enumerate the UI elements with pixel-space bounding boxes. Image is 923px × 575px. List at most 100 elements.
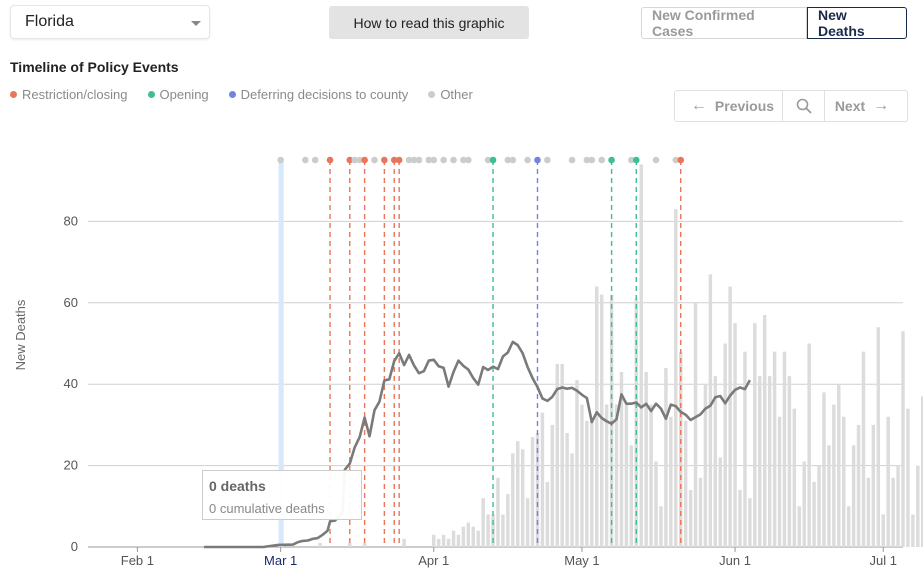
chevron-down-icon	[191, 21, 201, 26]
bar	[921, 396, 923, 547]
hover-tooltip: 0 deaths 0 cumulative deaths	[202, 470, 362, 520]
bar	[866, 477, 871, 547]
bar	[446, 538, 451, 547]
event-dot	[509, 156, 517, 164]
policy-events	[277, 156, 685, 547]
y-tick-label: 0	[71, 539, 78, 554]
bar	[886, 416, 890, 547]
bar	[604, 404, 609, 547]
bar	[718, 457, 722, 547]
event-dot	[425, 156, 433, 164]
bar	[812, 481, 816, 547]
tooltip-title: 0 deaths	[209, 478, 266, 494]
how-to-read-button[interactable]: How to read this graphic	[329, 6, 529, 39]
bar	[654, 461, 658, 547]
event-dot	[534, 156, 541, 164]
bar	[728, 286, 732, 547]
bar	[916, 465, 920, 547]
legend-item-deferring[interactable]: Deferring decisions to county	[228, 87, 409, 102]
x-axis: Feb 1 Mar 1 Apr 1 May 1 Jun 1 Jul 1	[121, 547, 897, 568]
event-dot	[302, 156, 309, 164]
event-dot	[381, 156, 388, 164]
bar	[861, 351, 866, 547]
legend-item-opening[interactable]: Opening	[147, 87, 209, 102]
legend-label: Restriction/closing	[22, 87, 128, 102]
bar	[466, 522, 471, 547]
event-dot	[410, 156, 418, 164]
legend-label: Deferring decisions to county	[240, 87, 409, 102]
bar	[481, 498, 485, 547]
event-dot	[504, 156, 512, 164]
next-label: Next	[834, 98, 866, 114]
restriction-dot-icon	[10, 91, 17, 98]
bar	[555, 363, 559, 547]
bar	[436, 538, 441, 547]
state-select-value: Florida	[25, 13, 74, 30]
bar	[703, 384, 708, 547]
x-tick-label: May 1	[564, 553, 599, 568]
event-dot	[405, 156, 413, 164]
previous-button[interactable]: ← Previous	[675, 91, 783, 121]
event-dot	[395, 156, 403, 164]
bar	[837, 384, 841, 547]
event-dot	[460, 156, 467, 164]
legend-item-restriction[interactable]: Restriction/closing	[10, 87, 128, 102]
selected-day-band	[278, 158, 284, 547]
event-dot	[632, 156, 640, 164]
bar	[846, 506, 851, 547]
bar	[441, 534, 446, 547]
event-dot	[608, 156, 615, 164]
bar	[619, 371, 624, 547]
bar	[787, 376, 792, 547]
event-dot	[465, 156, 472, 164]
bar	[535, 433, 540, 547]
state-select[interactable]: Florida	[10, 5, 210, 39]
x-tick-label: Jun 1	[719, 553, 751, 568]
event-dot	[351, 156, 359, 164]
other-dot-icon	[428, 91, 436, 98]
bar	[753, 323, 757, 547]
bar	[580, 404, 584, 547]
bar	[599, 294, 604, 547]
opening-dot-icon	[147, 91, 155, 98]
bar	[456, 534, 461, 547]
event-dot	[598, 156, 605, 164]
bar	[841, 416, 846, 547]
event-dot	[311, 156, 319, 164]
bar	[362, 542, 367, 547]
timeline-legend: Restriction/closing Opening Deferring de…	[10, 87, 493, 102]
tooltip-subtitle: 0 cumulative deaths	[209, 501, 325, 516]
event-dot	[568, 156, 576, 164]
event-dot	[672, 156, 680, 164]
bar	[777, 416, 782, 547]
tab-new-deaths[interactable]: New Deaths	[807, 7, 907, 39]
event-dot	[588, 156, 596, 164]
search-button[interactable]	[783, 91, 825, 121]
bar	[698, 477, 703, 547]
bar	[827, 445, 831, 547]
event-dot	[544, 156, 551, 164]
y-axis: 0 20 40 60 80	[64, 213, 78, 554]
x-tick-label: Feb 1	[121, 553, 154, 568]
bars	[318, 164, 923, 548]
legend-item-other[interactable]: Other	[428, 87, 473, 102]
bar	[451, 530, 456, 547]
bar	[501, 514, 505, 547]
tab-new-confirmed-cases[interactable]: New Confirmed Cases	[641, 7, 807, 39]
next-button[interactable]: Next →	[825, 91, 907, 121]
bar	[570, 453, 574, 547]
bar	[432, 534, 436, 547]
event-dot	[356, 156, 363, 164]
event-dot	[652, 156, 660, 164]
event-dot	[489, 156, 497, 164]
bar	[565, 433, 569, 547]
bar	[530, 437, 535, 547]
x-tick-label: Mar 1	[264, 553, 297, 568]
bar	[688, 490, 693, 547]
bar	[881, 514, 885, 547]
bar	[520, 449, 525, 547]
bar	[782, 351, 787, 547]
bar	[911, 514, 915, 547]
bar	[713, 376, 718, 547]
